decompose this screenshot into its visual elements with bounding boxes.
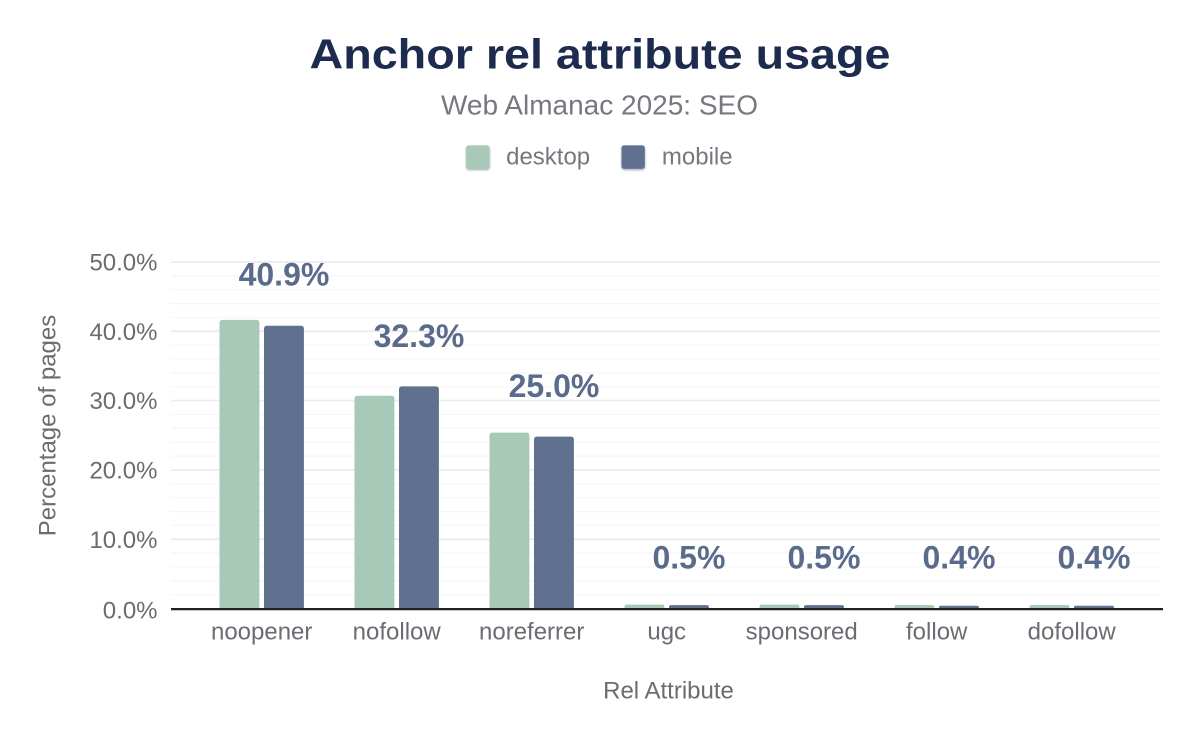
svg-text:40.0%: 40.0% xyxy=(89,319,157,346)
svg-text:Percentage of pages: Percentage of pages xyxy=(34,315,61,537)
svg-text:0.4%: 0.4% xyxy=(1057,539,1130,575)
svg-text:nofollow: nofollow xyxy=(353,618,442,645)
svg-text:dofollow: dofollow xyxy=(1028,618,1117,645)
svg-text:desktop: desktop xyxy=(506,143,590,170)
svg-text:30.0%: 30.0% xyxy=(89,388,157,415)
svg-text:Rel Attribute: Rel Attribute xyxy=(603,678,734,705)
svg-text:noreferrer: noreferrer xyxy=(479,618,584,645)
svg-text:25.0%: 25.0% xyxy=(509,368,600,404)
svg-text:Anchor rel attribute usage: Anchor rel attribute usage xyxy=(310,31,891,78)
svg-text:50.0%: 50.0% xyxy=(89,250,157,277)
svg-text:40.9%: 40.9% xyxy=(239,257,330,293)
svg-text:0.4%: 0.4% xyxy=(922,539,995,575)
svg-text:0.5%: 0.5% xyxy=(652,539,725,575)
svg-text:sponsored: sponsored xyxy=(746,618,858,645)
svg-text:0.0%: 0.0% xyxy=(103,598,158,625)
svg-text:mobile: mobile xyxy=(662,143,733,170)
svg-text:ugc: ugc xyxy=(647,618,686,645)
svg-text:20.0%: 20.0% xyxy=(89,458,157,485)
svg-text:Web Almanac 2025: SEO: Web Almanac 2025: SEO xyxy=(441,90,758,121)
svg-text:noopener: noopener xyxy=(211,618,312,645)
svg-text:10.0%: 10.0% xyxy=(89,527,157,554)
svg-text:follow: follow xyxy=(906,618,968,645)
svg-text:0.5%: 0.5% xyxy=(787,539,860,575)
svg-text:32.3%: 32.3% xyxy=(374,318,465,354)
